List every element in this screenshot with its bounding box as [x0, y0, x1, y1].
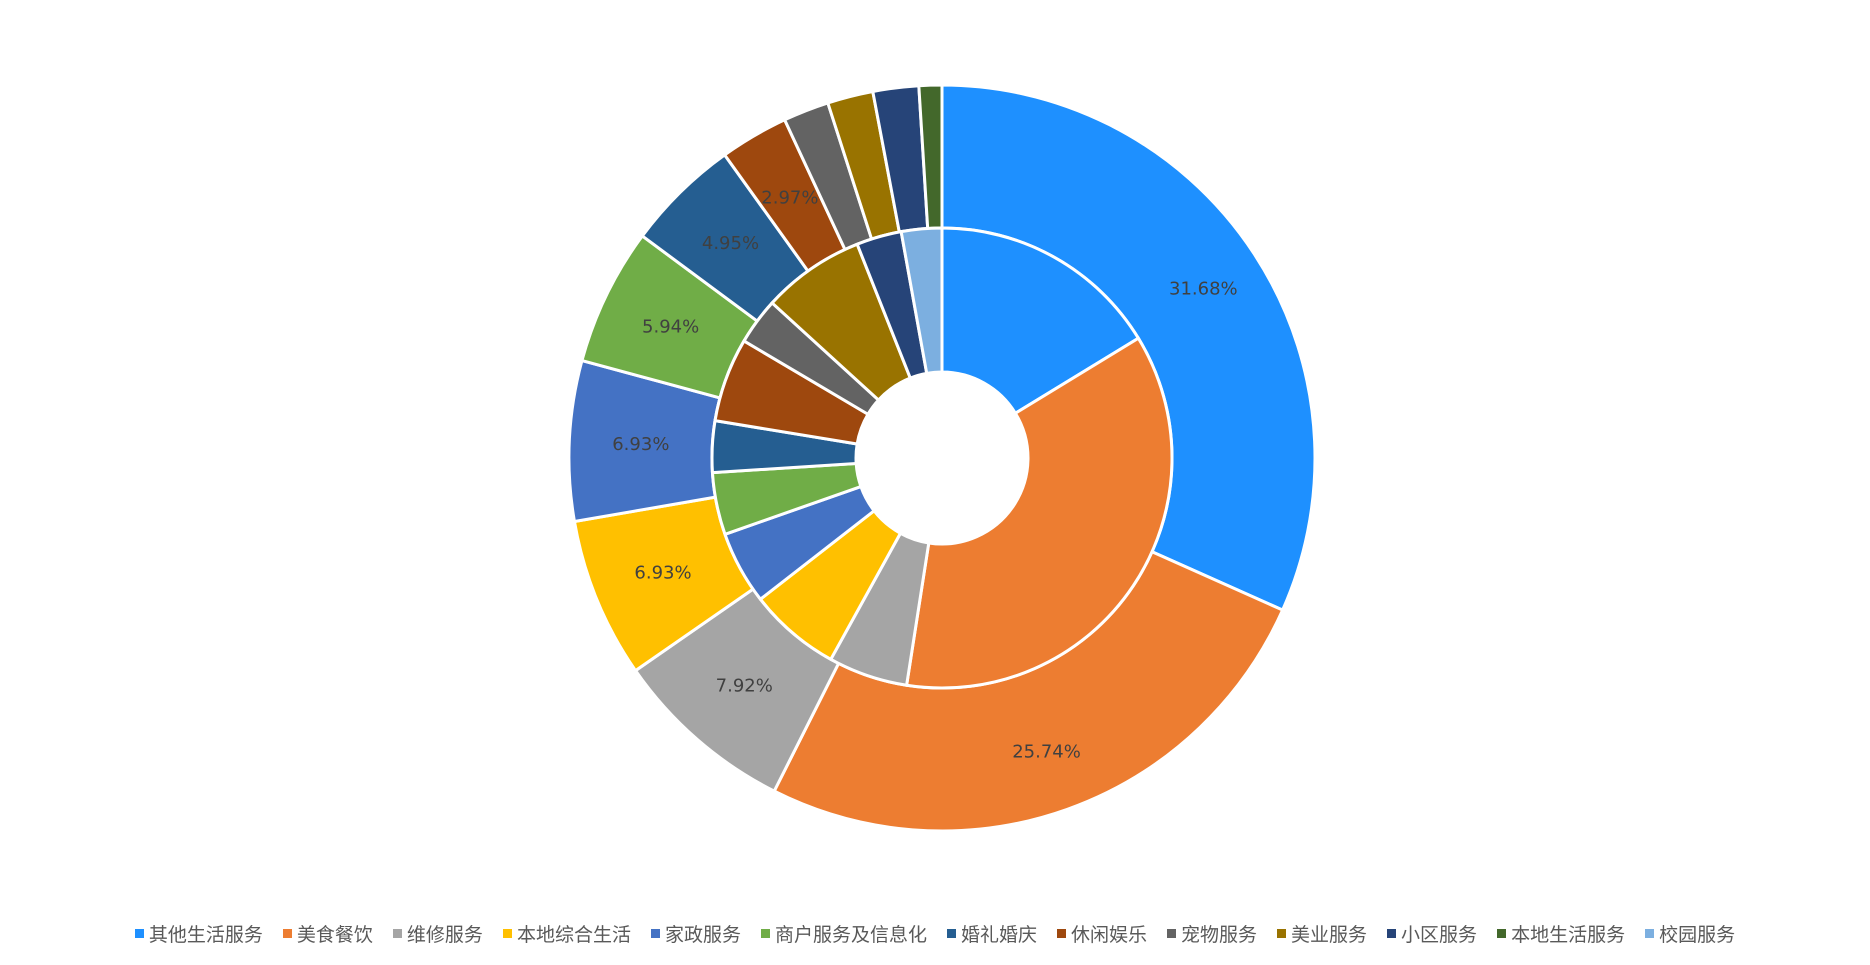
legend-label: 婚礼婚庆	[960, 924, 1037, 946]
legend-item-cat8[interactable]: 宠物服务	[1167, 920, 1257, 947]
data-label-cat1: 25.74%	[1012, 741, 1081, 762]
outer-ring	[567, 83, 1317, 833]
data-label-cat6: 4.95%	[702, 233, 759, 254]
legend-item-cat1[interactable]: 美食餐饮	[282, 920, 373, 947]
legend-label: 校园服务	[1659, 924, 1736, 946]
data-label-cat7: 2.97%	[761, 188, 818, 209]
legend-swatch	[1277, 929, 1287, 938]
legend-item-cat7[interactable]: 休闲娱乐	[1057, 920, 1147, 947]
inner-slice-cat12[interactable]	[899, 226, 944, 376]
legend-item-cat11[interactable]: 本地生活服务	[1497, 920, 1625, 947]
data-label-cat5: 5.94%	[642, 317, 699, 338]
legend-item-cat10[interactable]: 小区服务	[1387, 920, 1477, 947]
legend-item-cat9[interactable]: 美业服务	[1277, 920, 1367, 947]
legend-label: 本地综合生活	[516, 924, 631, 946]
legend-swatch	[1497, 929, 1507, 938]
legend-label: 商户服务及信息化	[774, 924, 927, 946]
legend-swatch	[760, 929, 770, 938]
legend-swatch	[134, 929, 144, 938]
legend-item-cat6[interactable]: 婚礼婚庆	[946, 920, 1037, 947]
legend-swatch	[946, 929, 956, 938]
inner-ring	[710, 226, 1174, 690]
data-label-cat0: 31.68%	[1169, 278, 1238, 299]
data-label-cat3: 6.93%	[634, 562, 691, 583]
legend-swatch	[650, 929, 660, 938]
legend-swatch	[502, 929, 512, 938]
legend-item-cat3[interactable]: 本地综合生活	[502, 920, 631, 947]
legend-item-cat0[interactable]: 其他生活服务	[134, 920, 263, 947]
data-label-cat2: 7.92%	[716, 676, 773, 697]
data-labels: 31.68% 25.74% 7.92% 6.93% 6.93% 5.94% 4.95% 2.9…	[612, 188, 1237, 763]
legend-label: 休闲娱乐	[1071, 924, 1148, 946]
legend-label: 宠物服务	[1181, 924, 1258, 946]
legend-label: 美食餐饮	[296, 924, 373, 946]
legend-label: 小区服务	[1401, 924, 1478, 946]
legend-swatch	[1167, 929, 1177, 938]
legend-item-cat2[interactable]: 维修服务	[392, 920, 483, 947]
legend-item-cat4[interactable]: 家政服务	[650, 920, 741, 947]
data-label-cat4: 6.93%	[612, 434, 669, 455]
legend-swatch	[1387, 929, 1397, 938]
legend-label: 本地生活服务	[1511, 924, 1626, 946]
legend-swatch	[282, 929, 292, 938]
legend-item-cat12[interactable]: 校园服务	[1645, 920, 1735, 947]
legend-label: 家政服务	[664, 924, 741, 946]
inner-slice-cat1[interactable]	[904, 336, 1174, 690]
legend-swatch	[392, 929, 402, 938]
legend-item-cat5[interactable]: 商户服务及信息化	[760, 920, 927, 947]
legend-swatch	[1645, 929, 1655, 938]
legend-label: 美业服务	[1291, 924, 1368, 946]
legend-label: 其他生活服务	[148, 924, 263, 946]
legend-swatch	[1057, 929, 1066, 938]
legend-label: 维修服务	[406, 924, 483, 946]
chart-canvas: 31.68% 25.74% 7.92% 6.93% 6.93% 5.94% 4.95% 2.9…	[567, 83, 1317, 833]
legend: 其他生活服务 美食餐饮 维修服务 本地综合生活 家政服务 商户服务及信息化 婚礼婚庆 休闲娱乐…	[0, 920, 1870, 947]
